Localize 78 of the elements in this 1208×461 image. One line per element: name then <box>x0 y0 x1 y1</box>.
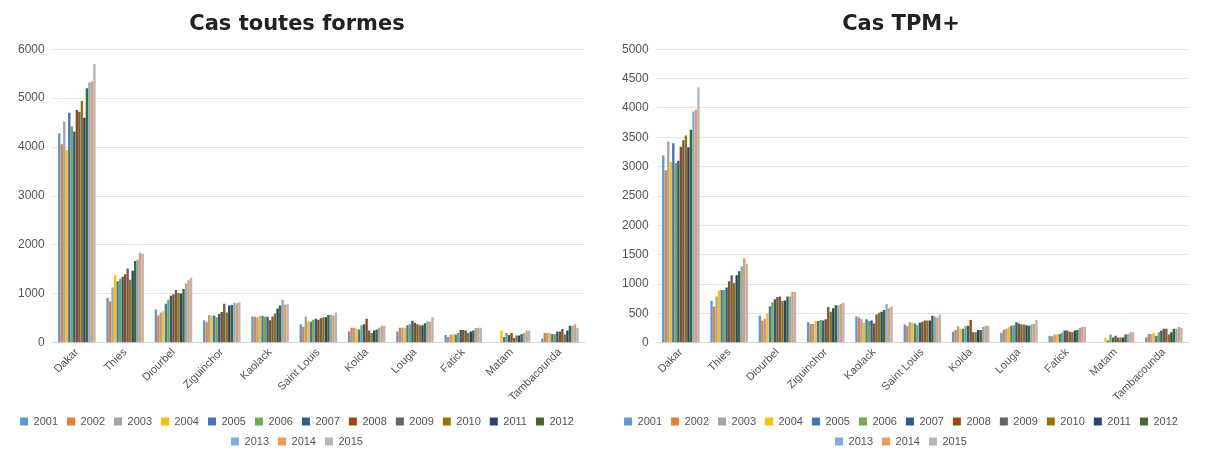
bar <box>566 330 569 343</box>
legend-label: 2003 <box>127 414 153 427</box>
legend-label: 2007 <box>315 414 340 427</box>
chart-title: Cas TPM+ <box>842 11 960 36</box>
bar <box>167 299 170 343</box>
chart-title: Cas toutes formes <box>189 11 405 36</box>
bar <box>396 331 399 343</box>
legend-label: 2010 <box>1060 414 1085 427</box>
legend-label: 2004 <box>174 414 199 427</box>
bar <box>682 140 685 343</box>
legend-label: 2015 <box>338 434 363 447</box>
legend-label: 2009 <box>409 414 434 427</box>
legend-label: 2013 <box>848 434 874 447</box>
bar <box>766 313 769 343</box>
bar <box>672 143 675 343</box>
bar <box>182 288 185 343</box>
y-tick-label: 2000 <box>17 237 46 252</box>
legend-label: 2010 <box>456 414 481 427</box>
y-tick-label: 500 <box>628 305 650 320</box>
bar <box>710 301 713 343</box>
y-tick-label: 1500 <box>621 247 650 262</box>
bar <box>687 147 690 343</box>
bar <box>431 317 434 343</box>
legend-label: 2008 <box>362 414 387 427</box>
legend-label: 2008 <box>966 414 991 427</box>
legend-label: 2001 <box>33 414 59 427</box>
y-tick-label: 3500 <box>621 129 650 144</box>
legend-label: 2004 <box>778 414 803 427</box>
bar <box>83 117 86 343</box>
legend-label: 2011 <box>1107 414 1131 427</box>
bar <box>73 131 76 343</box>
bar <box>715 296 718 343</box>
y-tick-label: 0 <box>38 335 46 350</box>
bar <box>131 270 134 343</box>
y-tick-label: 6000 <box>17 41 46 56</box>
bar <box>106 297 109 343</box>
legend-label: 2007 <box>919 414 944 427</box>
bar <box>500 330 503 343</box>
legend-label: 2005 <box>825 414 850 427</box>
y-tick-label: 0 <box>642 335 650 350</box>
y-tick-label: 1000 <box>17 286 46 301</box>
bar <box>730 275 733 343</box>
legend-label: 2002 <box>80 414 106 427</box>
y-tick-label: 2000 <box>621 217 650 232</box>
bar <box>697 87 700 343</box>
bar <box>126 268 129 343</box>
bar <box>111 287 114 343</box>
y-tick-label: 3000 <box>17 188 46 203</box>
bar <box>1035 319 1038 343</box>
bar <box>969 319 972 343</box>
legend-label: 2015 <box>942 434 967 447</box>
y-tick-label: 4000 <box>621 100 650 115</box>
bar <box>735 275 738 343</box>
bar <box>365 318 368 343</box>
legend-label: 2002 <box>684 414 710 427</box>
bar <box>885 304 888 343</box>
legend-label: 2001 <box>637 414 663 427</box>
legend-label: 2003 <box>731 414 757 427</box>
y-tick-label: 2500 <box>621 188 650 203</box>
legend-label: 2009 <box>1013 414 1038 427</box>
bar <box>68 112 71 343</box>
bar <box>93 63 96 343</box>
legend-label: 2006 <box>268 414 293 427</box>
legend-label: 2014 <box>291 434 316 447</box>
legend-label: 2013 <box>244 434 270 447</box>
y-tick-label: 5000 <box>621 41 650 56</box>
legend-label: 2006 <box>872 414 897 427</box>
y-tick-label: 3000 <box>621 158 650 173</box>
bar <box>281 299 284 343</box>
legend-label: 2014 <box>895 434 920 447</box>
y-tick-label: 5000 <box>17 90 46 105</box>
legend-label: 2011 <box>503 414 527 427</box>
legend-label: 2012 <box>549 414 574 427</box>
y-tick-label: 1000 <box>621 276 650 291</box>
legend-label: 2005 <box>221 414 246 427</box>
y-tick-label: 4000 <box>17 139 46 154</box>
legend-label: 2012 <box>1153 414 1178 427</box>
y-tick-label: 4500 <box>621 70 650 85</box>
